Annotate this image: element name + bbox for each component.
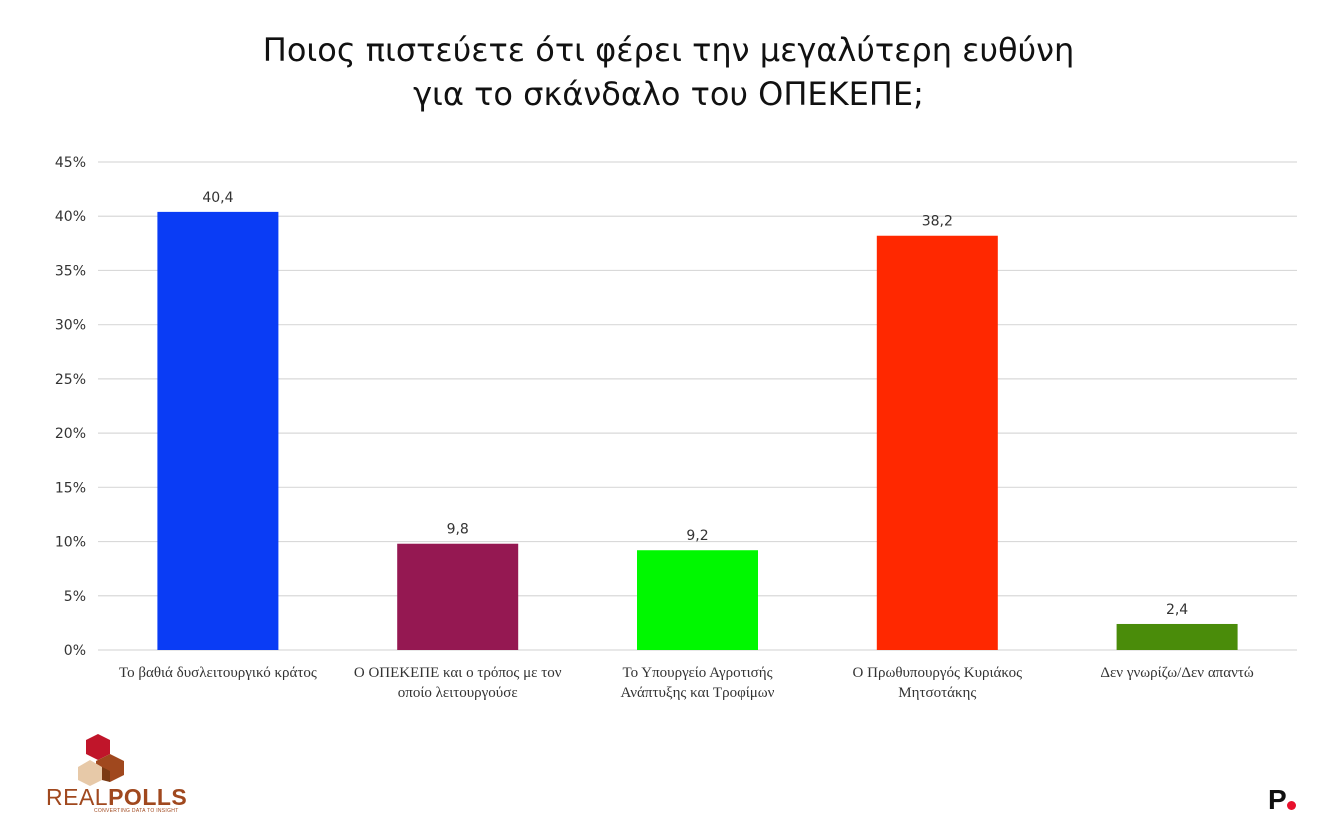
data-label: 40,4	[202, 190, 233, 206]
p-brand-logo-dot	[1287, 801, 1296, 810]
y-tick-label: 25%	[55, 372, 86, 388]
category-label: Μητσοτάκης	[898, 685, 976, 701]
bar	[1116, 623, 1238, 650]
y-tick-label: 0%	[64, 643, 86, 659]
bar	[157, 211, 279, 650]
category-label: Το Υπουργείο Αγροτισής	[622, 665, 772, 681]
realpolls-logo-icon	[78, 734, 124, 786]
bar	[876, 235, 998, 650]
data-label: 9,2	[686, 528, 708, 544]
realpolls-tagline: CONVERTING DATA TO INSIGHT	[94, 808, 179, 814]
y-tick-label: 45%	[55, 155, 86, 171]
category-label: Ο ΟΠΕΚΕΠΕ και ο τρόπος με τον	[354, 665, 562, 681]
y-tick-label: 40%	[55, 209, 86, 225]
y-tick-label: 5%	[64, 589, 86, 605]
category-label: Το βαθιά δυσλειτουργικό κράτος	[119, 665, 317, 681]
chart-title-line-2: για το σκάνδαλο του ΟΠΕΚΕΠΕ;	[413, 75, 924, 113]
data-label: 38,2	[922, 214, 953, 230]
data-label: 9,8	[447, 522, 469, 538]
realpolls-wordmark: REALPOLLS	[46, 784, 188, 810]
category-label: Ο Πρωθυπουργός Κυριάκος	[853, 665, 1023, 681]
p-brand-logo: P	[1268, 784, 1287, 815]
y-tick-label: 35%	[55, 263, 86, 279]
bar	[637, 550, 758, 650]
category-label: Δεν γνωρίζω/Δεν απαντώ	[1100, 665, 1254, 681]
y-tick-label: 20%	[55, 426, 86, 442]
y-tick-label: 30%	[55, 318, 86, 334]
y-tick-label: 15%	[55, 480, 86, 496]
bar	[397, 543, 519, 650]
chart-title-line-1: Ποιος πιστεύετε ότι φέρει την μεγαλύτερη…	[262, 31, 1075, 69]
y-tick-label: 10%	[55, 535, 86, 551]
category-label: οποίο λειτουργούσε	[398, 685, 518, 701]
category-label: Ανάπτυξης και Τροφίμων	[621, 685, 775, 701]
data-label: 2,4	[1166, 602, 1188, 618]
